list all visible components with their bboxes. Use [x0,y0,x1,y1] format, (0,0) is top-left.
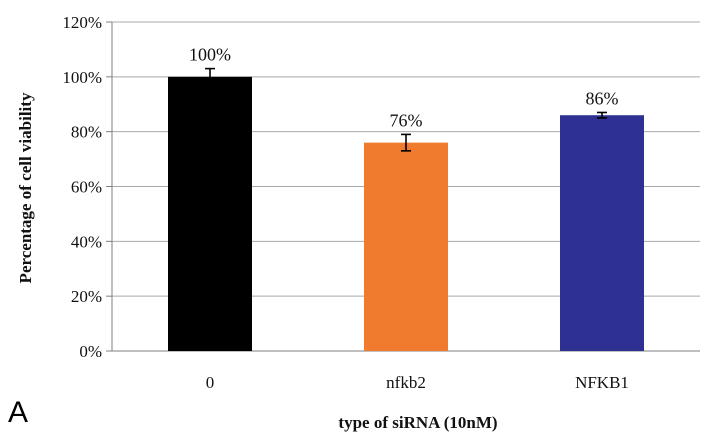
bar-nfkb1 [560,115,644,351]
bars [168,67,644,351]
y-tick-label: 60% [71,178,102,197]
x-tick-label: NFKB1 [575,373,629,392]
labels: 0% 20% 40% 60% 80% 100% 120% 100% 0 76% nfkb2 86% NF… [62,13,629,392]
y-tick-label: 120% [62,13,102,32]
bar-0 [168,76,252,351]
panel-label: A [8,396,28,429]
y-tick-label: 100% [62,68,102,87]
y-tick-label: 40% [71,232,102,251]
x-axis-title: type of siRNA (10nM) [338,413,497,432]
data-label: 100% [189,45,231,65]
y-axis-title: Percentage of cell viability [16,92,35,283]
bar-nfkb2 [364,142,448,351]
x-tick-label: 0 [206,373,215,392]
y-tick-label: 80% [71,123,102,142]
y-tick-label: 20% [71,287,102,306]
data-label: 76% [390,110,423,130]
y-tick-label: 0% [79,342,102,361]
data-label: 86% [586,88,619,108]
x-tick-label: nfkb2 [386,373,426,392]
